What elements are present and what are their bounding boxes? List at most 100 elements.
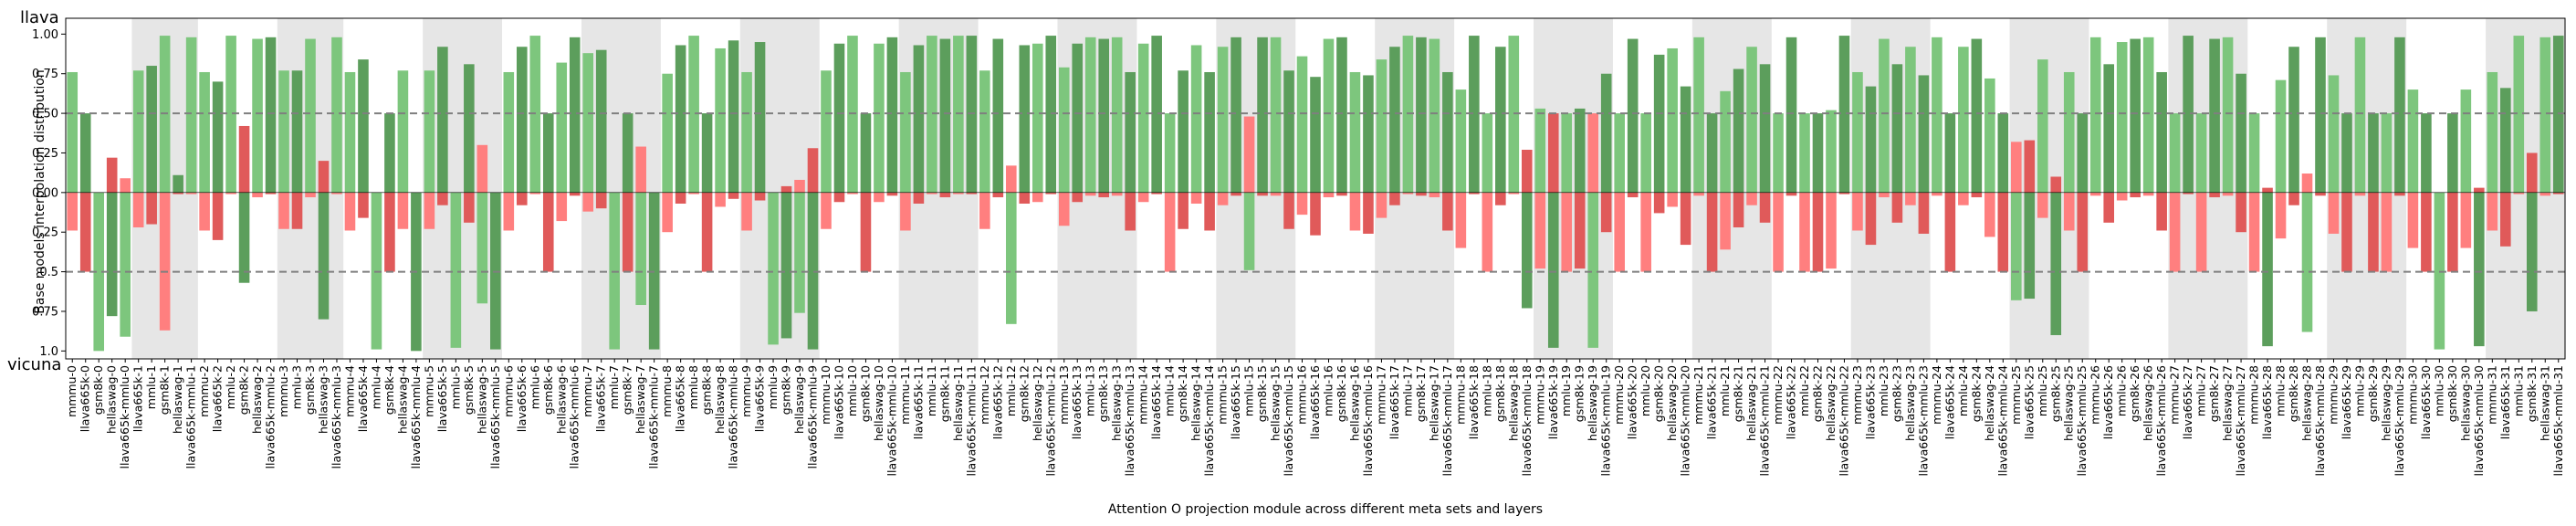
bar-neg-llava665k-mmlu-11: [966, 192, 978, 195]
x-tick-label: llava665k-mmlu-11: [964, 365, 978, 476]
x-tick-label: mmmu-4: [342, 365, 356, 417]
x-tick-label: hellaswag-13: [1110, 365, 1124, 441]
bar-neg-mmlu-15: [1243, 192, 1255, 270]
bar-neg-mmlu-24: [1958, 192, 1969, 205]
y-tick-label: 0.25: [32, 147, 58, 161]
bar-pos-mmlu-8: [688, 36, 699, 193]
x-tick-label: llava665k-mmlu-15: [1282, 365, 1295, 476]
bar-pos-hellaswag-22: [1826, 110, 1837, 193]
layer-band-15: [1216, 18, 1296, 359]
bar-neg-llava665k-6: [516, 192, 528, 205]
x-tick-label: llava665k-22: [1785, 365, 1798, 439]
x-tick-label: llava665k-19: [1546, 365, 1560, 439]
bar-neg-llava665k-mmlu-12: [1045, 192, 1057, 195]
bar-pos-gsm8k-8: [701, 113, 713, 193]
x-tick-label: llava665k-6: [515, 365, 529, 432]
x-tick-label: mmlu-9: [766, 365, 780, 409]
bar-pos-mmmu-15: [1217, 47, 1229, 193]
bar-pos-llava665k-1: [132, 70, 144, 193]
bar-pos-gsm8k-10: [860, 113, 872, 193]
bar-pos-llava665k-28: [2262, 187, 2273, 193]
x-tick-label: llava665k-mmlu-7: [647, 365, 661, 468]
x-tick-label: mmlu-26: [2115, 365, 2129, 416]
bar-neg-gsm8k-18: [1495, 192, 1506, 205]
bar-pos-hellaswag-24: [1984, 78, 1995, 193]
bar-neg-gsm8k-20: [1653, 192, 1665, 214]
bar-neg-llava665k-5: [437, 192, 448, 205]
bar-pos-mmmu-25: [2011, 142, 2022, 193]
x-tick-label: llava665k-mmlu-6: [568, 365, 581, 469]
bar-pos-gsm8k-6: [542, 113, 554, 193]
x-tick-label: llava665k-27: [2181, 365, 2194, 439]
bar-neg-mmlu-22: [1799, 192, 1810, 272]
bar-neg-mmmu-8: [662, 192, 673, 233]
bar-neg-mmlu-26: [2116, 192, 2128, 201]
bar-neg-llava665k-mmlu-17: [1442, 192, 1453, 231]
x-tick-label: gsm8k-16: [1335, 365, 1348, 422]
bar-neg-llava665k-mmlu-29: [2394, 192, 2405, 196]
bar-pos-mmlu-27: [2195, 113, 2207, 193]
bar-pos-mmmu-31: [2487, 71, 2498, 193]
bar-pos-gsm8k-16: [1336, 37, 1347, 193]
bar-neg-hellaswag-6: [556, 192, 568, 222]
bar-pos-mmlu-19: [1561, 113, 1573, 193]
bar-pos-mmlu-24: [1958, 47, 1969, 193]
x-tick-label: llava665k-10: [832, 365, 845, 439]
bar-neg-llava665k-mmlu-21: [1759, 192, 1771, 223]
bar-pos-hellaswag-26: [2142, 37, 2154, 193]
bar-pos-mmmu-8: [662, 73, 673, 193]
bar-neg-gsm8k-4: [384, 192, 395, 272]
x-tick-label: llava665k-13: [1070, 365, 1084, 439]
x-tick-label: hellaswag-7: [634, 365, 647, 434]
bar-pos-hellaswag-14: [1190, 45, 1202, 193]
bar-neg-hellaswag-16: [1349, 192, 1361, 231]
bar-neg-llava665k-mmlu-15: [1283, 192, 1294, 229]
bar-neg-llava665k-18: [1469, 192, 1480, 195]
bar-pos-llava665k-mmlu-9: [807, 148, 819, 193]
bar-neg-llava665k-mmlu-10: [886, 192, 898, 196]
layer-band-21: [1691, 18, 1772, 359]
bar-pos-mmmu-23: [1852, 71, 1863, 193]
bar-pos-hellaswag-10: [874, 43, 885, 193]
bar-pos-mmlu-22: [1799, 113, 1810, 193]
x-tick-label: hellaswag-19: [1586, 365, 1599, 441]
bar-pos-mmmu-11: [900, 71, 911, 193]
bar-neg-hellaswag-22: [1826, 192, 1837, 269]
bar-pos-mmlu-20: [1640, 113, 1651, 193]
y-tick-label: 0.75: [32, 68, 58, 81]
x-tick-label: hellaswag-15: [1269, 365, 1283, 441]
bar-pos-gsm8k-27: [2209, 38, 2220, 193]
bar-neg-llava665k-24: [1944, 192, 1956, 272]
bar-neg-mmmu-31: [2487, 192, 2498, 231]
x-tick-label: hellaswag-9: [792, 365, 806, 434]
bar-neg-mmmu-17: [1376, 192, 1387, 218]
bar-neg-hellaswag-3: [318, 192, 330, 320]
x-tick-label: hellaswag-5: [475, 365, 488, 434]
bar-pos-mmlu-28: [2275, 79, 2287, 193]
bar-neg-gsm8k-14: [1178, 192, 1189, 229]
bar-pos-hellaswag-6: [556, 62, 568, 193]
bar-pos-hellaswag-16: [1349, 71, 1361, 193]
x-tick-label: mmlu-7: [607, 365, 621, 409]
x-tick-label: mmlu-11: [925, 365, 938, 416]
bar-pos-gsm8k-5: [464, 64, 475, 193]
bar-neg-hellaswag-23: [1905, 192, 1916, 205]
bar-pos-hellaswag-31: [2539, 37, 2551, 193]
bar-pos-llava665k-17: [1389, 47, 1400, 193]
bar-neg-llava665k-mmlu-19: [1600, 192, 1612, 233]
x-tick-label: mmlu-13: [1084, 365, 1097, 416]
x-tick-label: mmmu-19: [1533, 365, 1546, 425]
bar-neg-llava665k-28: [2262, 192, 2273, 347]
bar-pos-llava665k-mmlu-27: [2236, 73, 2246, 193]
bar-neg-llava665k-mmlu-1: [185, 192, 197, 195]
bar-neg-mmmu-10: [821, 192, 832, 229]
x-tick-label: mmmu-3: [277, 365, 290, 417]
bar-pos-llava665k-7: [595, 49, 607, 193]
bar-neg-mmlu-21: [1720, 192, 1731, 250]
bar-neg-gsm8k-13: [1098, 192, 1110, 198]
x-tick-label: llava665k-0: [79, 365, 92, 432]
bar-pos-gsm8k-12: [1019, 45, 1031, 193]
bar-neg-mmlu-23: [1879, 192, 1890, 198]
bar-neg-mmmu-0: [67, 192, 79, 231]
bar-neg-llava665k-25: [2024, 192, 2036, 300]
